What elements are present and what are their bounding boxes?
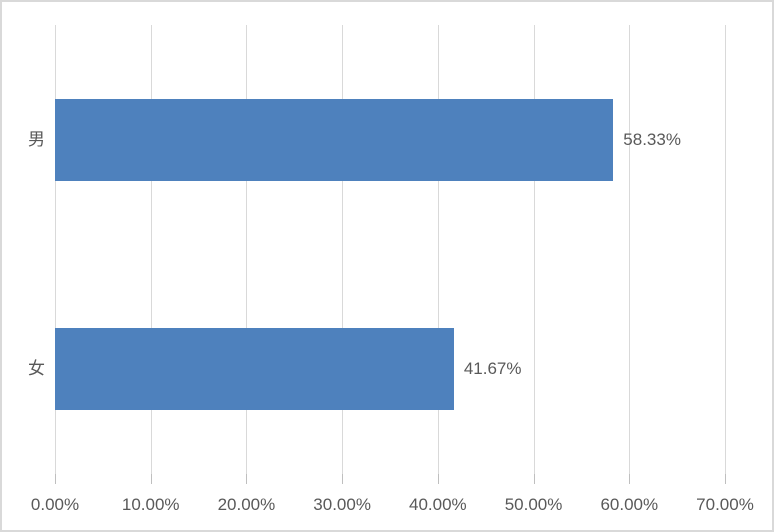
axis-tick-mark xyxy=(246,474,248,484)
x-axis-tick-label: 40.00% xyxy=(409,495,467,514)
x-axis-tick-label: 50.00% xyxy=(504,495,563,514)
gridline xyxy=(437,25,439,474)
axis-tick-mark xyxy=(533,474,535,484)
axis-tick-mark xyxy=(342,474,344,484)
axis-tick-mark xyxy=(629,474,631,484)
category-axis-label: 女 xyxy=(28,359,45,379)
gridline xyxy=(629,25,631,474)
x-axis-tick-label: 10.00% xyxy=(121,495,180,514)
gridline xyxy=(342,25,344,474)
gridline xyxy=(246,25,248,474)
x-axis-tick-label: 60.00% xyxy=(600,495,659,514)
x-axis-tick-label: 30.00% xyxy=(313,495,371,514)
axis-tick-mark xyxy=(150,474,152,484)
bar-value-label: 41.67% xyxy=(463,359,522,379)
axis-tick-mark xyxy=(437,474,439,484)
gridline xyxy=(725,25,726,474)
bar-value-label: 58.33% xyxy=(623,129,681,149)
bar xyxy=(55,328,454,411)
x-axis-tick-label: 0.00% xyxy=(30,495,80,514)
axis-tick-mark xyxy=(55,474,56,484)
category-axis-label: 男 xyxy=(28,129,45,149)
gridline xyxy=(533,25,535,474)
bar xyxy=(55,98,614,181)
x-axis-tick-label: 20.00% xyxy=(217,495,276,514)
axis-tick-mark xyxy=(725,474,726,484)
gridline xyxy=(150,25,152,474)
gridline xyxy=(55,25,56,474)
x-axis-tick-label: 70.00% xyxy=(696,495,754,514)
